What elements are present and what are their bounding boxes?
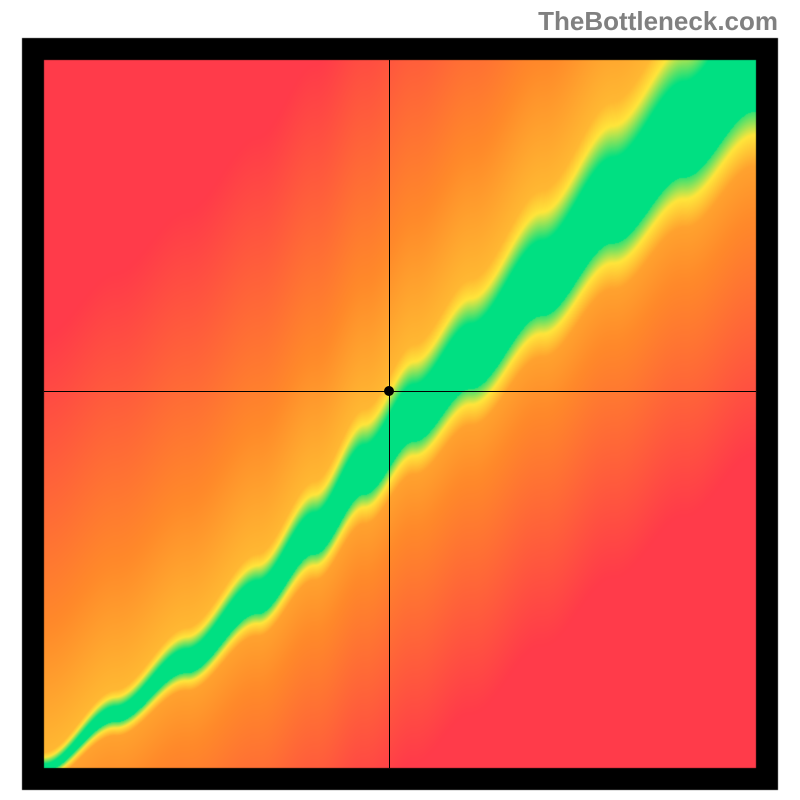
crosshair-horizontal [44,391,756,392]
chart-container: TheBottleneck.com [0,0,800,800]
watermark-text: TheBottleneck.com [538,6,778,37]
bottleneck-heatmap [0,0,800,800]
marker-point [384,386,394,396]
crosshair-vertical [389,60,390,768]
